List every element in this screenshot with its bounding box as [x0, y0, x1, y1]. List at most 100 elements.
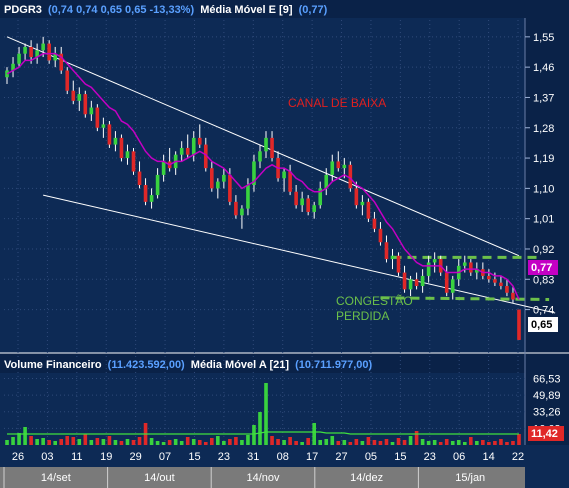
date-tick-label: 15	[188, 451, 200, 463]
congestion-annotation-line1: CONGESTÃO	[336, 294, 413, 308]
date-tick-label: 17	[306, 451, 318, 463]
volume-bar	[288, 437, 292, 445]
candle-body	[197, 137, 202, 145]
volume-bar	[426, 441, 431, 445]
volume-bar	[505, 442, 509, 445]
candle-body	[234, 201, 238, 216]
candle-body	[191, 137, 196, 155]
volume-bar	[35, 439, 39, 445]
candle-body	[396, 255, 401, 273]
candle-body	[209, 168, 214, 189]
candle-body	[312, 205, 317, 212]
volume-bar	[312, 423, 317, 445]
candle-body	[444, 272, 449, 293]
volume-bar	[270, 436, 274, 445]
volume-bar	[252, 425, 256, 445]
period-label: 14/dez	[350, 472, 383, 484]
ma-price-badge-text: 0,77	[531, 262, 552, 274]
candle-body	[475, 269, 479, 273]
candle-body	[83, 94, 88, 115]
volume-bar	[119, 441, 124, 445]
date-tick-label: 23	[218, 451, 230, 463]
candle-body	[330, 161, 335, 175]
volume-bar	[161, 442, 166, 445]
volume-bar	[137, 437, 142, 445]
volume-bar	[499, 439, 503, 445]
candle-body	[306, 198, 310, 212]
volume-tick-label: 49,89	[533, 390, 561, 402]
volume-bar	[47, 440, 51, 445]
date-tick-label: 22	[512, 451, 524, 463]
date-tick-label: 14	[482, 451, 494, 463]
candle-body	[246, 185, 250, 209]
candle-body	[143, 185, 148, 202]
candle-body	[294, 191, 298, 206]
price-tick-label: 1,01	[533, 214, 554, 226]
candle-body	[402, 272, 407, 290]
volume-bar	[89, 440, 94, 445]
candle-body	[360, 201, 365, 206]
volume-bar	[462, 442, 467, 445]
volume-ma-label: Média Móvel A [21]	[191, 359, 290, 371]
volume-bar	[83, 434, 88, 445]
date-tick-label: 11	[71, 451, 82, 463]
grid-lines	[4, 20, 525, 445]
volume-bar	[107, 436, 112, 445]
candle-body	[161, 161, 166, 175]
date-tick-label: 03	[41, 451, 53, 463]
congestion-lines	[380, 255, 550, 301]
candle-body	[95, 107, 100, 128]
volume-bar	[372, 440, 377, 445]
volume-bar	[41, 438, 45, 445]
candle-body	[499, 282, 503, 287]
candle-body	[493, 279, 497, 283]
volume-bars	[5, 383, 521, 445]
volume-bar	[300, 442, 304, 445]
period-label: 14/nov	[246, 472, 280, 484]
volume-bar	[384, 439, 389, 445]
volume-bar	[420, 439, 425, 445]
volume-bar	[155, 441, 160, 445]
candle-body	[107, 124, 112, 145]
candle-body	[462, 262, 467, 266]
header-line: PDGR3 (0,74 0,74 0,65 0,65 -13,33%) Médi…	[4, 4, 328, 16]
volume-bar	[324, 439, 329, 445]
volume-bar	[481, 440, 485, 445]
date-tick-label: 26	[12, 451, 24, 463]
volume-bar	[360, 441, 365, 445]
volume-bar	[222, 441, 226, 445]
candle-body	[23, 46, 27, 54]
candle-body	[511, 292, 515, 300]
candle-body	[47, 43, 51, 61]
volume-bar	[456, 440, 461, 445]
candle-body	[390, 255, 395, 260]
candle-body	[336, 161, 341, 169]
volume-label: Volume Financeiro	[4, 359, 102, 371]
volume-bar	[390, 442, 395, 445]
volume-bar	[5, 440, 9, 445]
candle-body	[487, 275, 491, 280]
volume-bar	[65, 436, 70, 445]
channel-lower-line	[43, 194, 556, 314]
volume-bar	[209, 438, 214, 445]
candle-body	[282, 171, 286, 179]
candle-body	[420, 275, 425, 287]
volume-bar	[216, 436, 220, 445]
candle-body	[384, 242, 389, 260]
candle-body	[101, 124, 106, 128]
candle-body	[348, 164, 353, 189]
volume-bar	[29, 436, 33, 445]
volume-bar	[511, 441, 515, 445]
candle-body	[155, 174, 160, 196]
volume-bar	[336, 441, 341, 445]
volume-bar	[240, 440, 244, 445]
candle-body	[71, 90, 76, 101]
volume-bar	[17, 433, 21, 445]
candle-body	[137, 171, 142, 185]
candle-body	[125, 151, 130, 159]
volume-bar	[167, 440, 172, 445]
period-label: 14/out	[144, 472, 175, 484]
ma-label: Média Móvel E [9]	[200, 4, 293, 16]
candle-body	[203, 144, 208, 169]
